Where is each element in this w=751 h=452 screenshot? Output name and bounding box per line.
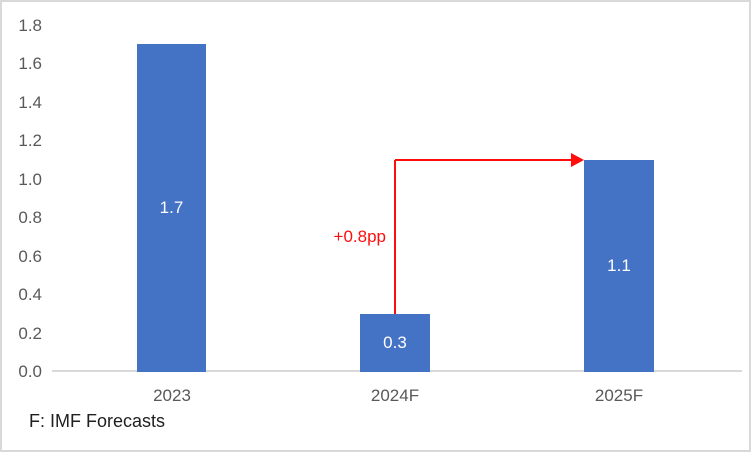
bar-2024f: 0.3 xyxy=(360,313,430,372)
y-tick-label: 1.0 xyxy=(18,169,42,189)
category-label-2025f: 2025F xyxy=(594,386,644,405)
bar-2023: 1.7 xyxy=(137,44,206,372)
annotation-arrowhead-icon xyxy=(571,152,584,167)
annotation-arrow-vertical-line xyxy=(394,159,396,314)
y-tick-label: 0.8 xyxy=(18,208,42,227)
y-tick-label: 0.6 xyxy=(18,246,42,266)
bar-value-label-2023: 1.7 xyxy=(159,197,184,217)
category-label-2023: 2023 xyxy=(153,386,191,405)
y-tick-label: 1.4 xyxy=(18,92,42,112)
annotation-arrow-horizontal-line xyxy=(395,159,572,161)
y-tick-label: 0.0 xyxy=(18,362,42,381)
y-tick-label: 1.8 xyxy=(18,15,42,35)
bar-2025f: 1.1 xyxy=(584,159,654,372)
y-tick-label: 0.4 xyxy=(18,285,42,304)
footnote: F: IMF Forecasts xyxy=(29,411,166,431)
annotation-label: +0.8pp xyxy=(333,226,386,246)
bar-value-label-2025f: 1.1 xyxy=(607,255,631,275)
y-tick-label: 1.2 xyxy=(18,131,42,150)
bar-value-label-2024f: 0.3 xyxy=(383,332,407,352)
y-tick-label: 0.2 xyxy=(18,323,42,343)
y-tick-label: 1.6 xyxy=(18,54,42,73)
category-label-2024f: 2024F xyxy=(370,386,420,405)
